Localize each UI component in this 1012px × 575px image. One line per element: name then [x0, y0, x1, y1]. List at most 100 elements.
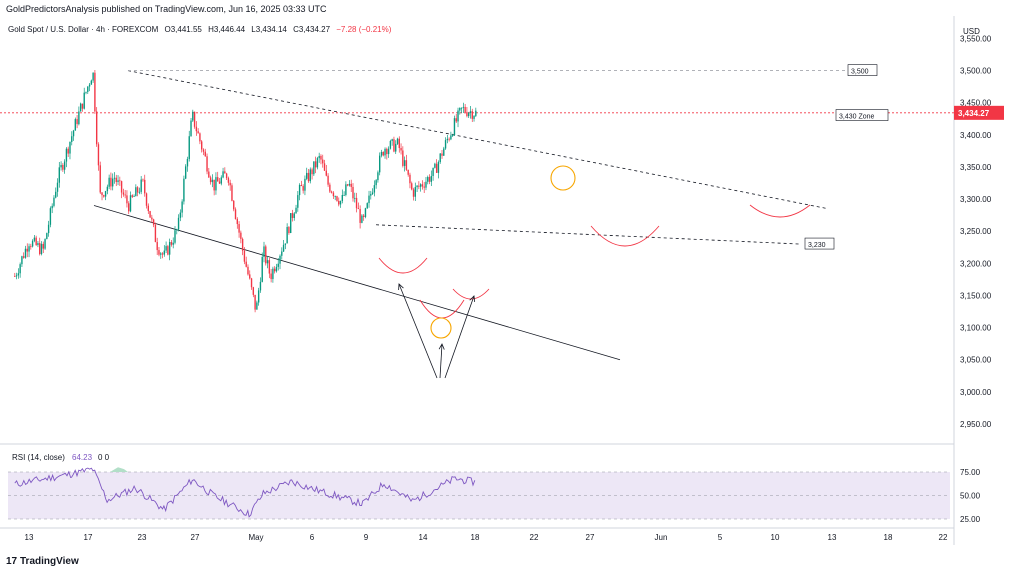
candle-body — [104, 191, 107, 197]
candle-body — [304, 178, 306, 191]
candle-body — [460, 107, 463, 109]
candle-body — [355, 197, 358, 209]
candle-body — [252, 287, 255, 295]
candle-body — [211, 179, 214, 183]
candle-body — [396, 138, 399, 144]
candle-body — [453, 118, 456, 136]
candle-body — [165, 246, 167, 251]
candle-body — [366, 203, 368, 209]
candle-body — [26, 248, 28, 252]
candle-body — [23, 256, 25, 258]
candle-body — [322, 159, 324, 164]
candle-body — [87, 86, 89, 92]
candle-body — [79, 103, 82, 112]
candle-body — [306, 172, 308, 179]
candle-body — [277, 263, 279, 267]
candle-body — [348, 183, 351, 186]
candle-body — [375, 180, 377, 186]
candle-body — [227, 178, 230, 183]
time-tick-label: 5 — [718, 533, 723, 542]
level-label-box — [804, 237, 835, 250]
candle-body — [238, 224, 240, 233]
arrow-head-head — [438, 343, 445, 350]
level-label-3500: 3,500 — [851, 69, 869, 76]
arrow-left-shoulder — [398, 283, 438, 379]
candle-body — [224, 171, 226, 174]
candle-body — [117, 180, 119, 182]
candle-body — [53, 197, 55, 206]
candle-body — [225, 173, 228, 179]
candle-body — [387, 148, 390, 155]
candle-body — [338, 200, 340, 205]
candle-body — [39, 243, 41, 255]
pattern-arc-june — [749, 204, 811, 218]
candle-body — [161, 253, 164, 255]
price-tick-label: 3,500.00 — [960, 67, 992, 76]
candle-body — [382, 151, 384, 156]
candle-body — [247, 266, 249, 275]
price-tick-label: 3,250.00 — [960, 227, 992, 236]
time-tick-label: 18 — [471, 533, 480, 542]
time-tick-label: 18 — [884, 533, 893, 542]
candle-body — [240, 232, 242, 239]
candle-body — [177, 217, 180, 230]
candle-body — [389, 140, 392, 149]
tradingview-logo[interactable]: 17 TradingView — [6, 556, 79, 567]
candle-body — [450, 135, 452, 140]
symbol-name[interactable]: Gold Spot / U.S. Dollar · 4h · FOREXCOM — [8, 25, 159, 34]
candle-body — [124, 194, 126, 196]
currency-label: USD — [963, 27, 980, 36]
candle-body — [323, 163, 326, 171]
candle-body — [103, 195, 105, 197]
rsi-value: 64.23 — [72, 453, 93, 462]
open-value: O3,441.55 — [164, 25, 202, 34]
candle-body — [430, 175, 433, 182]
candle-body — [462, 106, 465, 108]
candle-body — [325, 170, 327, 176]
candle-body — [60, 165, 62, 168]
rsi-tick-label: 75.00 — [960, 468, 981, 477]
candle-body — [357, 208, 360, 210]
candle-body — [298, 184, 301, 196]
time-tick-label: 6 — [310, 533, 315, 542]
candle-body — [231, 185, 233, 201]
candle-body — [19, 264, 21, 274]
candle-body — [55, 191, 57, 198]
candle-body — [311, 169, 313, 175]
candle-body — [108, 177, 110, 187]
candle-body — [31, 240, 34, 247]
price-tick-label: 3,050.00 — [960, 356, 992, 365]
candle-body — [65, 148, 68, 162]
candle-body — [421, 184, 424, 187]
candle-body — [215, 177, 217, 191]
candle-body — [67, 148, 69, 154]
arrow-head — [439, 343, 443, 379]
candle-body — [222, 171, 224, 178]
candle-body — [384, 148, 386, 156]
candle-body — [201, 141, 203, 150]
time-tick-label: 14 — [419, 533, 428, 542]
candle-body — [176, 229, 178, 231]
candle-body — [184, 166, 187, 179]
candle-body — [405, 160, 408, 170]
candle-body — [300, 184, 303, 187]
candle-body — [270, 273, 272, 280]
candle-body — [268, 260, 271, 274]
candle-body — [419, 184, 422, 187]
candle-body — [122, 192, 125, 195]
close-value: C3,434.27 — [293, 25, 331, 34]
candle-body — [459, 107, 461, 111]
candle-body — [261, 256, 263, 282]
candle-body — [250, 278, 253, 288]
candle-body — [316, 158, 319, 168]
low-highlight-circle — [430, 317, 452, 339]
price-tick-label: 3,350.00 — [960, 163, 992, 172]
breakout-highlight-circle — [550, 165, 576, 191]
candle-body — [115, 177, 117, 182]
candle-body — [352, 186, 354, 199]
candle-body — [236, 219, 238, 225]
candle-body — [279, 255, 281, 264]
time-tick-label: 22 — [530, 533, 539, 542]
candle-body — [144, 179, 146, 194]
candle-body — [46, 233, 48, 240]
